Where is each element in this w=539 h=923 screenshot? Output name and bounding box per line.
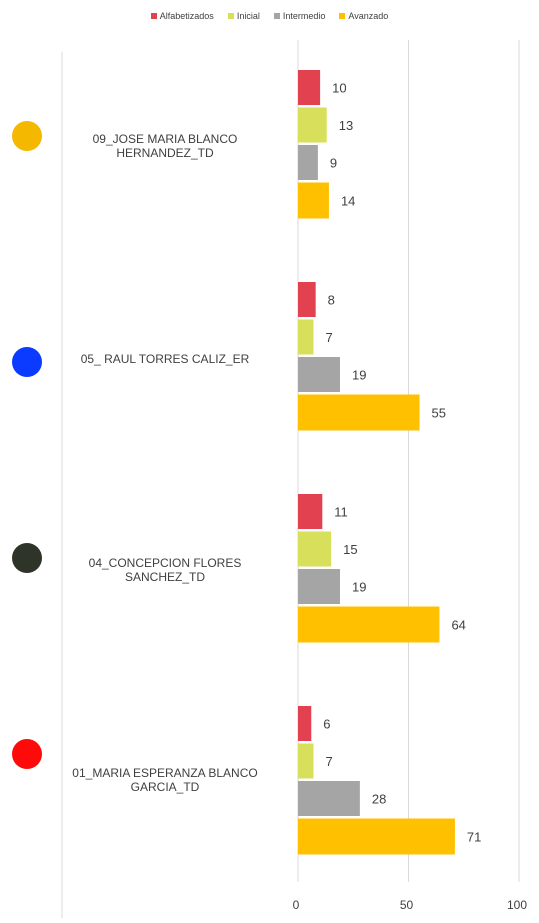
data-label: 15 xyxy=(343,542,357,557)
category-marker-dot xyxy=(12,121,42,151)
bar xyxy=(298,706,311,741)
x-tick-label: 100 xyxy=(507,898,527,912)
x-tick-label: 50 xyxy=(400,898,414,912)
data-label: 11 xyxy=(334,505,348,520)
bar xyxy=(298,183,329,219)
bar xyxy=(298,145,318,180)
data-label: 13 xyxy=(339,118,353,133)
data-label: 6 xyxy=(323,717,330,732)
data-label: 71 xyxy=(467,830,481,845)
bar xyxy=(298,108,327,143)
data-label: 8 xyxy=(328,293,335,308)
data-label: 10 xyxy=(332,81,346,96)
bar xyxy=(298,70,320,105)
bar xyxy=(298,320,313,355)
data-label: 7 xyxy=(325,330,332,345)
bar xyxy=(298,282,316,317)
bar xyxy=(298,357,340,392)
x-tick-label: 0 xyxy=(293,898,300,912)
data-label: 28 xyxy=(372,792,386,807)
data-label: 55 xyxy=(432,406,446,421)
bar xyxy=(298,532,331,567)
data-label: 9 xyxy=(330,156,337,171)
bar xyxy=(298,607,439,643)
category-marker-dot xyxy=(12,543,42,573)
bar xyxy=(298,781,360,816)
data-label: 19 xyxy=(352,580,366,595)
category-marker-dot xyxy=(12,739,42,769)
bar xyxy=(298,819,455,855)
data-label: 19 xyxy=(352,368,366,383)
bar xyxy=(298,395,420,431)
bar xyxy=(298,494,322,529)
category-marker-dot xyxy=(12,347,42,377)
bar xyxy=(298,744,313,779)
data-label: 7 xyxy=(325,754,332,769)
data-label: 14 xyxy=(341,194,355,209)
data-label: 64 xyxy=(451,618,465,633)
bar xyxy=(298,569,340,604)
